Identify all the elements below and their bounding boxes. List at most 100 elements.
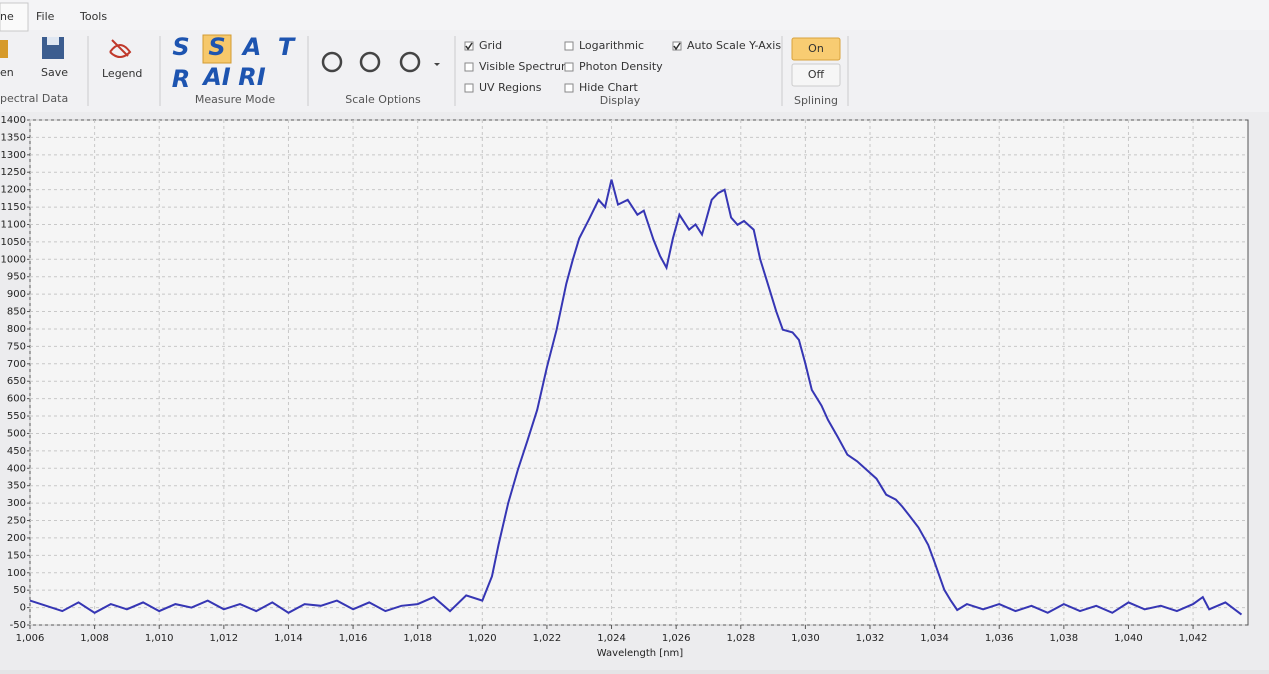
x-tick-label: 1,018 — [403, 633, 432, 644]
group-label: Scale Options — [345, 93, 421, 106]
checkbox[interactable] — [672, 41, 682, 51]
y-tick-label: 1000 — [1, 254, 26, 265]
mode-icon[interactable]: RI — [238, 63, 265, 91]
legend-icon[interactable] — [109, 39, 132, 58]
mode-icon[interactable]: A — [241, 33, 262, 61]
tab[interactable]: File — [36, 10, 55, 23]
scale-icon[interactable] — [359, 51, 381, 73]
button-label[interactable]: Save — [41, 66, 68, 79]
y-tick-label: 1250 — [1, 167, 26, 178]
active-mode — [202, 34, 232, 64]
x-tick-label: 1,040 — [1114, 633, 1143, 644]
y-tick-label: 700 — [7, 359, 26, 370]
y-tick-label: 1350 — [1, 132, 26, 143]
checkbox[interactable] — [464, 83, 474, 93]
scale-icon[interactable] — [321, 51, 343, 73]
checkbox[interactable] — [464, 41, 474, 51]
y-tick-label: 100 — [7, 568, 26, 579]
group-label: pectral Data — [0, 92, 68, 105]
x-tick-label: 1,030 — [791, 633, 820, 644]
checkbox-label[interactable]: Logarithmic — [579, 39, 644, 52]
mode-icon[interactable]: S — [208, 33, 225, 61]
y-tick-label: 1100 — [1, 219, 26, 230]
x-tick-label: 1,026 — [662, 633, 691, 644]
y-tick-label: 400 — [7, 463, 26, 474]
checkbox-label[interactable]: Visible Spectrum — [479, 60, 572, 73]
y-tick-label: 300 — [7, 498, 26, 509]
y-tick-label: 150 — [7, 550, 26, 561]
save-icon-label — [47, 37, 59, 45]
x-tick-label: 1,016 — [339, 633, 368, 644]
group-label: Measure Mode — [195, 93, 275, 106]
y-tick-label: 1300 — [1, 150, 26, 161]
y-tick-label: 1400 — [1, 115, 26, 126]
y-tick-label: 600 — [7, 394, 26, 405]
dropdown-arrow[interactable] — [434, 63, 440, 66]
mode-icon[interactable]: AI — [201, 63, 231, 91]
x-tick-label: 1,008 — [80, 633, 109, 644]
y-tick-label: 1200 — [1, 185, 26, 196]
checkbox-label[interactable]: Grid — [479, 39, 502, 52]
y-tick-label: 450 — [7, 446, 26, 457]
mode-icon[interactable]: T — [278, 33, 296, 61]
x-tick-label: 1,020 — [468, 633, 497, 644]
y-tick-label: 850 — [7, 307, 26, 318]
checkbox[interactable] — [564, 62, 574, 72]
button-label[interactable]: Off — [808, 68, 825, 81]
checkbox-label[interactable]: Auto Scale Y-Axis — [687, 39, 781, 52]
y-tick-label: 1050 — [1, 237, 26, 248]
x-tick-label: 1,006 — [16, 633, 45, 644]
y-tick-label: 550 — [7, 411, 26, 422]
y-tick-label: 350 — [7, 481, 26, 492]
button-label[interactable]: On — [808, 42, 824, 55]
y-tick-label: -50 — [10, 620, 26, 631]
x-tick-label: 1,024 — [597, 633, 626, 644]
group-label: Display — [600, 94, 641, 107]
mode-icon[interactable]: R — [172, 65, 190, 93]
spectrum-line — [29, 179, 1243, 616]
x-tick-label: 1,012 — [210, 633, 239, 644]
y-tick-label: 800 — [7, 324, 26, 335]
x-tick-label: 1,042 — [1179, 633, 1208, 644]
y-tick-label: 950 — [7, 272, 26, 283]
checkbox[interactable] — [564, 41, 574, 51]
group-label: Splining — [794, 94, 838, 107]
x-tick-label: 1,010 — [145, 633, 174, 644]
y-tick-label: 900 — [7, 289, 26, 300]
x-axis-label: Wavelength [nm] — [597, 648, 683, 659]
y-tick-label: 0 — [20, 603, 26, 614]
x-tick-label: 1,034 — [920, 633, 949, 644]
checkmark — [673, 42, 681, 51]
y-tick-label: 250 — [7, 516, 26, 527]
mode-icon[interactable]: S — [172, 33, 189, 61]
x-tick-label: 1,036 — [985, 633, 1014, 644]
checkbox[interactable] — [564, 83, 574, 93]
toggle-button[interactable] — [791, 63, 841, 87]
tab-bar — [0, 0, 1269, 30]
tab[interactable]: Tools — [79, 10, 107, 23]
x-tick-label: 1,014 — [274, 633, 303, 644]
x-tick-label: 1,038 — [1050, 633, 1079, 644]
toggle-button[interactable] — [791, 37, 841, 61]
tab[interactable]: ne — [0, 10, 14, 23]
y-tick-label: 750 — [7, 341, 26, 352]
x-tick-label: 1,032 — [856, 633, 885, 644]
y-tick-label: 500 — [7, 428, 26, 439]
open-icon[interactable] — [0, 40, 8, 58]
x-tick-label: 1,022 — [533, 633, 562, 644]
checkbox-label[interactable]: Photon Density — [579, 60, 663, 73]
x-tick-label: 1,028 — [726, 633, 755, 644]
y-tick-label: 200 — [7, 533, 26, 544]
button-label[interactable]: en — [0, 66, 14, 79]
checkbox[interactable] — [464, 62, 474, 72]
checkbox-label[interactable]: UV Regions — [479, 81, 542, 94]
button-label[interactable]: Legend — [102, 67, 142, 80]
checkmark — [465, 42, 473, 51]
checkbox-label[interactable]: Hide Chart — [579, 81, 638, 94]
y-tick-label: 1150 — [1, 202, 26, 213]
scale-icon[interactable] — [399, 51, 421, 73]
y-tick-label: 650 — [7, 376, 26, 387]
active-tab — [0, 2, 29, 32]
